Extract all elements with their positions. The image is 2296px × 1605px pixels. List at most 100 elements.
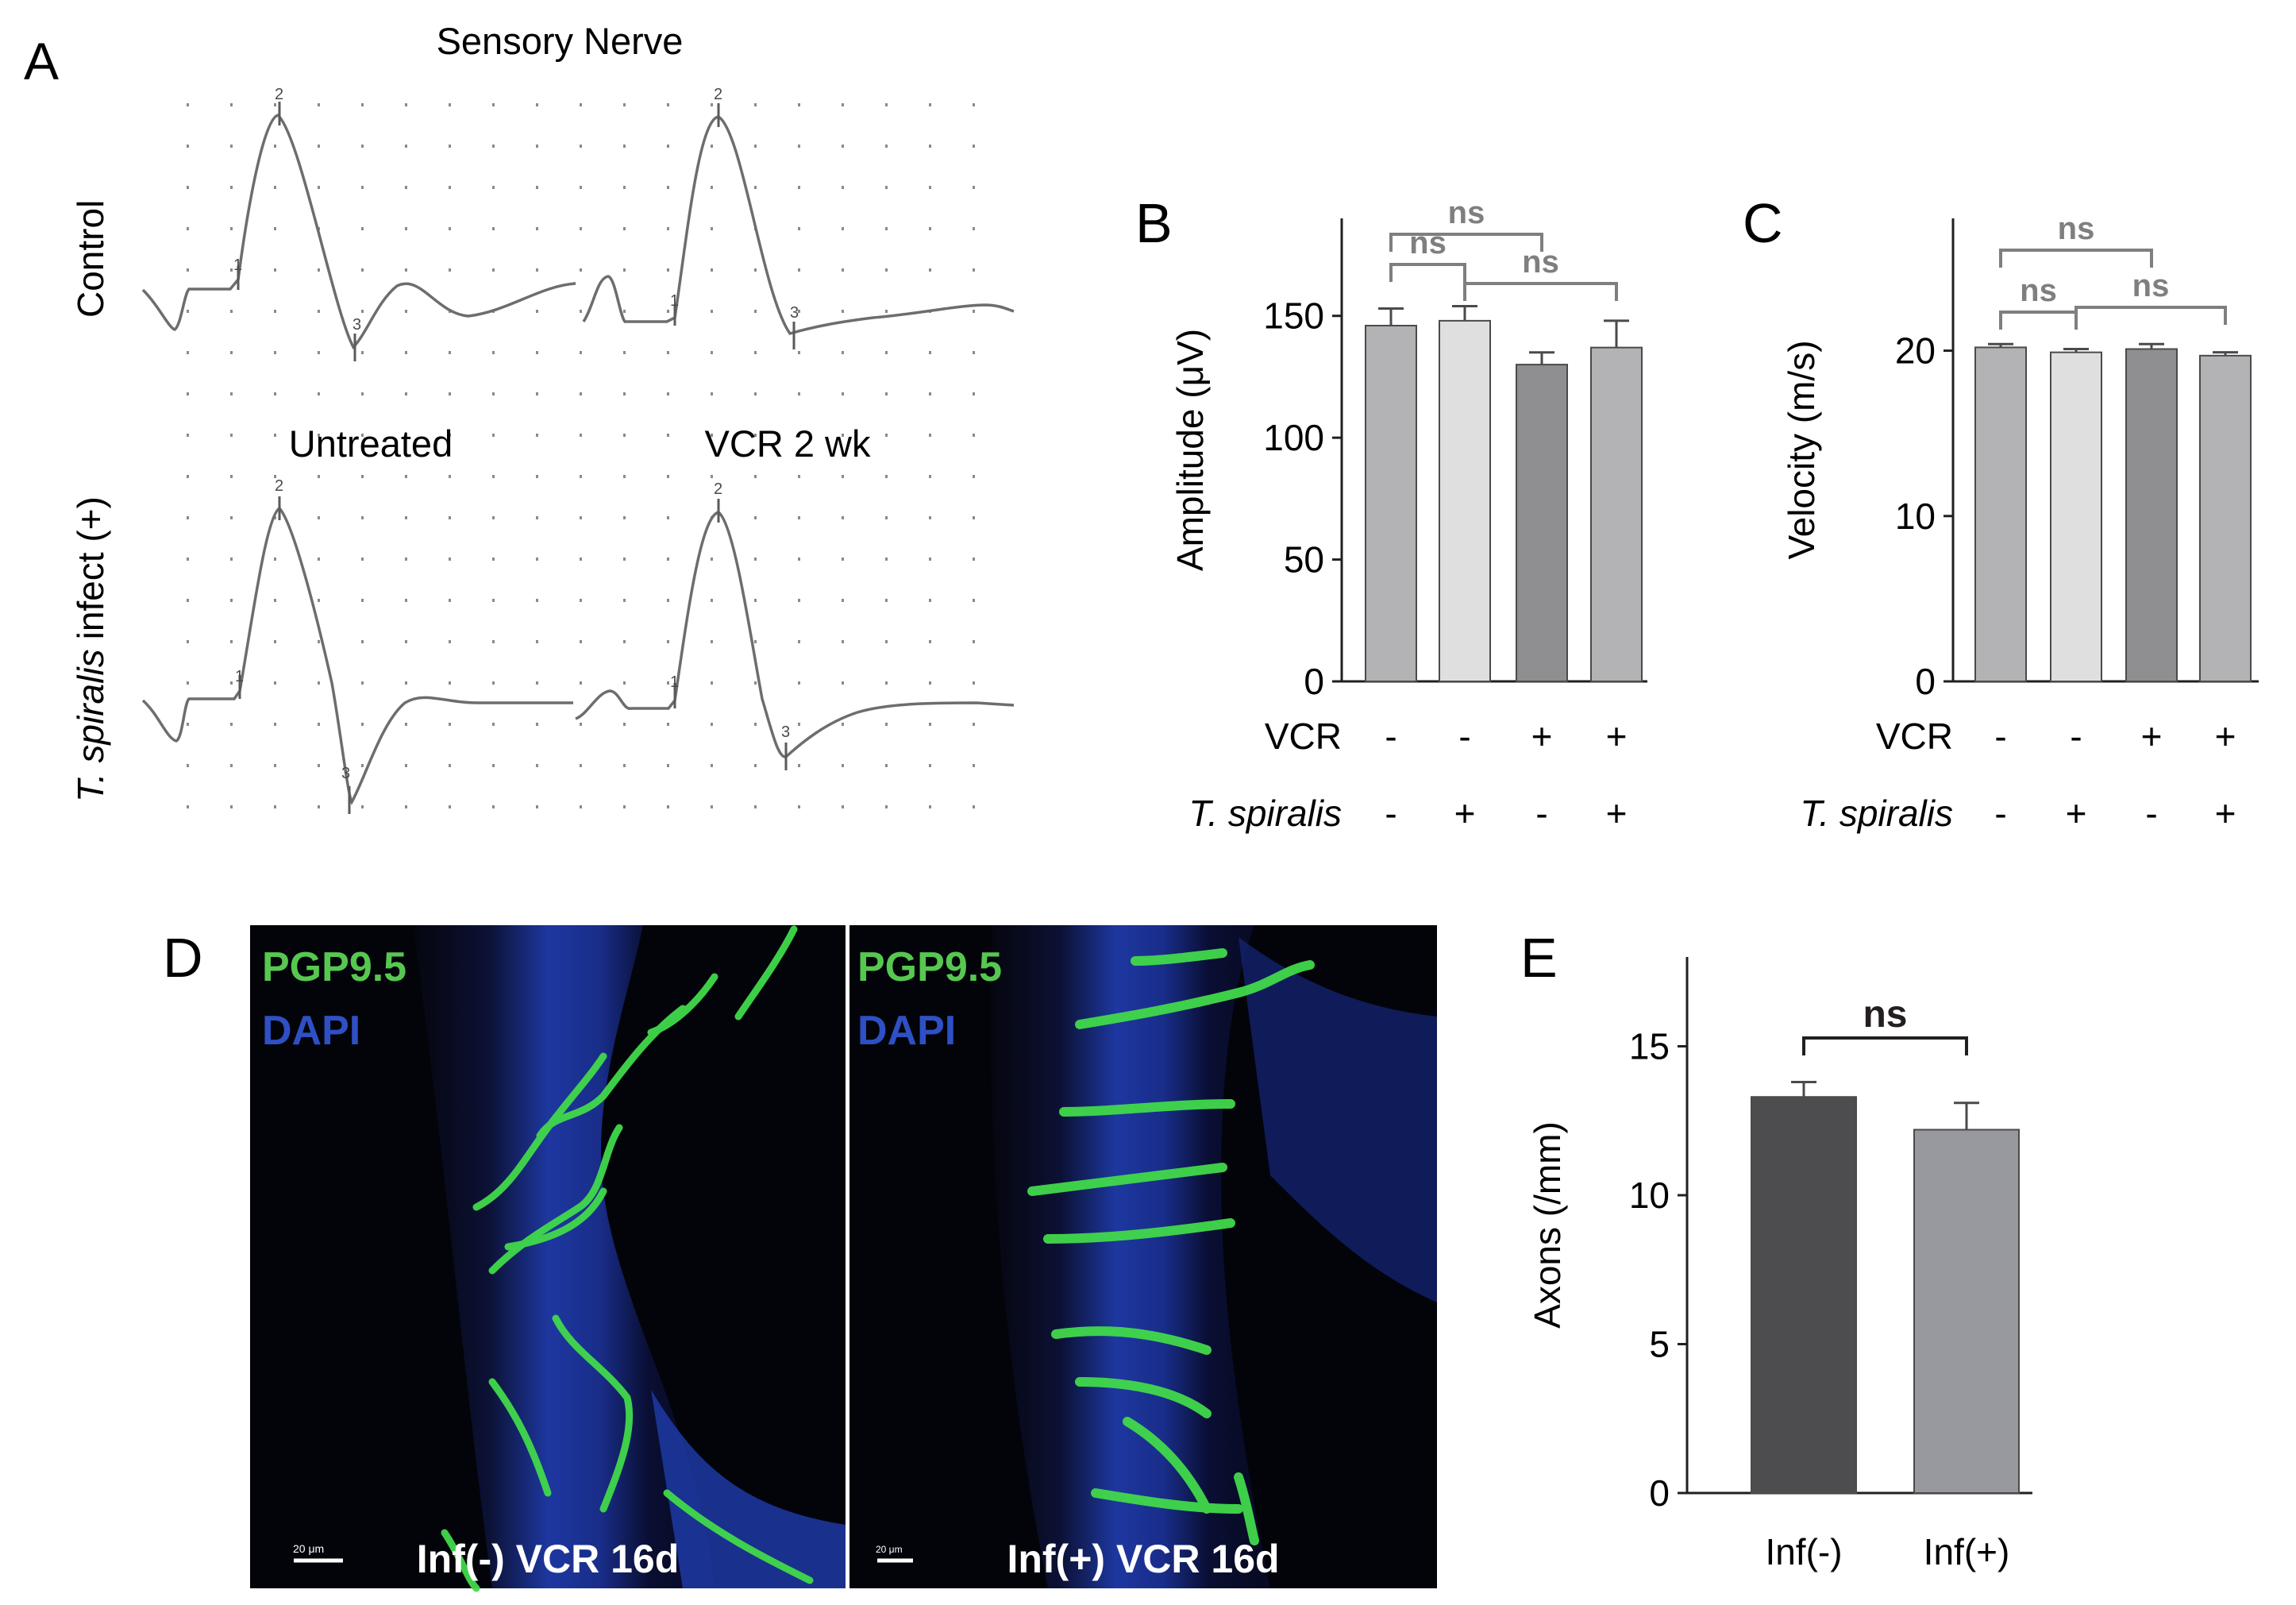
grid-dot bbox=[318, 186, 320, 189]
grid-dot bbox=[361, 351, 364, 354]
image-caption: Inf(+) VCR 16d bbox=[1007, 1537, 1279, 1581]
grid-dot bbox=[230, 434, 233, 437]
grid-dot bbox=[449, 805, 451, 808]
grid-dot bbox=[230, 805, 233, 808]
grid-dot bbox=[842, 227, 844, 230]
grid-dot bbox=[318, 103, 320, 106]
grid-dot bbox=[405, 434, 407, 437]
condition-symbol: + bbox=[2141, 716, 2163, 757]
grid-dot bbox=[318, 805, 320, 808]
grid-dot bbox=[449, 516, 451, 519]
grid-dot bbox=[885, 475, 888, 478]
grid-dot bbox=[361, 516, 364, 519]
grid-dot bbox=[711, 392, 713, 395]
grid-dot bbox=[667, 310, 669, 313]
grid-dot bbox=[405, 516, 407, 519]
nerve-fiber bbox=[1059, 1099, 1235, 1117]
grid-dot bbox=[973, 227, 975, 230]
grid-dot bbox=[885, 227, 888, 230]
grid-dot bbox=[798, 186, 800, 189]
grid-dot bbox=[580, 310, 582, 313]
grid-dot bbox=[929, 558, 931, 561]
grid-dot bbox=[230, 310, 233, 313]
grid-dot bbox=[536, 351, 538, 354]
grid-dot bbox=[492, 351, 495, 354]
grid-dot bbox=[667, 351, 669, 354]
grid-dot bbox=[973, 764, 975, 767]
grid-dot bbox=[230, 599, 233, 602]
grid-dot bbox=[667, 268, 669, 272]
grid-dot bbox=[318, 434, 320, 437]
grid-dot bbox=[667, 681, 669, 685]
grid-dot bbox=[667, 434, 669, 437]
trace-control-vcr bbox=[582, 115, 1015, 336]
grid-dot bbox=[580, 392, 582, 395]
grid-dot bbox=[274, 723, 276, 726]
grid-dot bbox=[798, 268, 800, 272]
grid-dot bbox=[449, 227, 451, 230]
grid-dot bbox=[274, 268, 276, 272]
grid-dot bbox=[187, 764, 189, 767]
panel-letter-a: A bbox=[24, 32, 59, 91]
row-label-control: Control bbox=[70, 200, 111, 318]
grid-dot bbox=[187, 351, 189, 354]
grid-dot bbox=[405, 351, 407, 354]
grid-dot bbox=[449, 145, 451, 148]
grid-dot bbox=[536, 186, 538, 189]
grid-dot bbox=[580, 516, 582, 519]
grid-dot bbox=[842, 103, 844, 106]
grid-dot bbox=[405, 764, 407, 767]
grid-dot bbox=[230, 723, 233, 726]
bar bbox=[2125, 348, 2178, 682]
grid-dot bbox=[885, 764, 888, 767]
panel-letter-d: D bbox=[163, 927, 203, 989]
grid-dot bbox=[623, 227, 626, 230]
grid-dot bbox=[536, 723, 538, 726]
grid-dot bbox=[230, 475, 233, 478]
image-caption: Inf(-) VCR 16d bbox=[417, 1537, 680, 1581]
grid-dot bbox=[230, 227, 233, 230]
condition-symbol: - bbox=[2070, 716, 2082, 757]
grid-dot bbox=[754, 475, 757, 478]
condition-symbol: - bbox=[1994, 716, 2006, 757]
grid-dot bbox=[842, 186, 844, 189]
grid-dot bbox=[580, 599, 582, 602]
grid-dot bbox=[274, 227, 276, 230]
x-tick-label: Inf(+) bbox=[1924, 1531, 2010, 1572]
stain-pgp95-label: PGP9.5 bbox=[262, 944, 406, 990]
grid-dot bbox=[754, 186, 757, 189]
grid-dot bbox=[885, 516, 888, 519]
grid-dot bbox=[842, 516, 844, 519]
condition-row-label: T. spiralis bbox=[1800, 793, 1953, 834]
grid-dot bbox=[230, 103, 233, 106]
grid-dot bbox=[623, 599, 626, 602]
grid-dot bbox=[449, 434, 451, 437]
grid-dot bbox=[274, 681, 276, 685]
grid-dot bbox=[885, 681, 888, 685]
grid-dot bbox=[492, 723, 495, 726]
grid-dot bbox=[929, 805, 931, 808]
significance-label: ns bbox=[1409, 226, 1447, 260]
grid-dot bbox=[405, 805, 407, 808]
grid-dot bbox=[187, 434, 189, 437]
grid-dot bbox=[711, 227, 713, 230]
grid-dot bbox=[842, 764, 844, 767]
grid-dot bbox=[973, 599, 975, 602]
grid-dot bbox=[754, 145, 757, 148]
grid-dot bbox=[623, 805, 626, 808]
grid-dot bbox=[754, 103, 757, 106]
grid-dot bbox=[623, 723, 626, 726]
grid-dot bbox=[274, 351, 276, 354]
grid-dot bbox=[842, 805, 844, 808]
chart-axons: 0 5 10 15 Axons (/mm) ns Inf(-) Inf(+) bbox=[1527, 957, 2032, 1572]
row-label-infect-suffix: infect (+) bbox=[70, 496, 111, 639]
grid-dot bbox=[187, 516, 189, 519]
grid-dot bbox=[536, 558, 538, 561]
grid-dot bbox=[711, 145, 713, 148]
grid-dot bbox=[230, 516, 233, 519]
grid-dot bbox=[754, 434, 757, 437]
grid-dot bbox=[580, 681, 582, 685]
grid-dot bbox=[405, 268, 407, 272]
grid-dot bbox=[711, 640, 713, 643]
